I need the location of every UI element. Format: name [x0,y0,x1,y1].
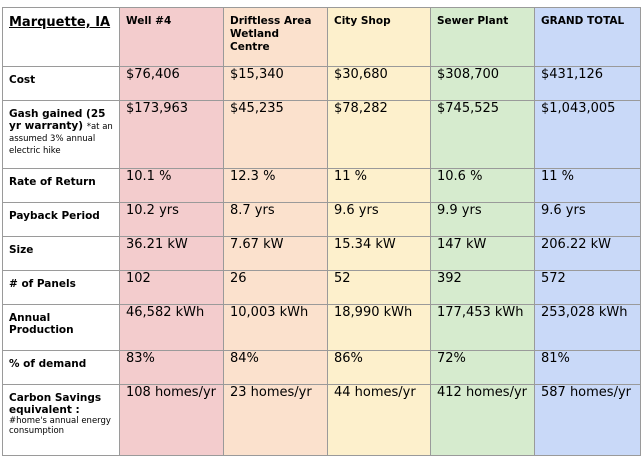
cell-demand-well-4: 83% [119,350,224,385]
row-label-gash-gained: Gash gained (25 yr warranty) *at an assu… [2,100,120,169]
table-row-panels: # of Panels 102 26 52 392 572 [2,270,641,305]
row-label-panels: # of Panels [2,270,120,305]
cell-size-driftless: 7.67 kW [223,236,328,271]
cell-gash-sewer-plant: $745,525 [430,100,535,169]
cell-cost-grand-total: $431,126 [534,66,641,101]
table-row-size: Size 36.21 kW 7.67 kW 15.34 kW 147 kW 20… [2,236,641,271]
row-note-gash-gained: *at an assumed 3% annual electric hike [9,122,113,156]
cell-production-well-4: 46,582 kWh [119,304,224,351]
row-label-carbon-savings-text: Carbon Savings equivalent : [9,392,102,416]
cell-production-city-shop: 18,990 kWh [327,304,431,351]
column-header-grand-total: GRAND TOTAL [534,7,641,67]
table-row-gash-gained: Gash gained (25 yr warranty) *at an assu… [2,100,641,169]
cell-demand-city-shop: 86% [327,350,431,385]
cell-panels-driftless: 26 [223,270,328,305]
cell-cost-well-4: $76,406 [119,66,224,101]
table-row-payback-period: Payback Period 10.2 yrs 8.7 yrs 9.6 yrs … [2,202,641,237]
cell-gash-city-shop: $78,282 [327,100,431,169]
column-header-sewer-plant: Sewer Plant [430,7,535,67]
table-row-rate-of-return: Rate of Return 10.1 % 12.3 % 11 % 10.6 %… [2,168,641,203]
cell-carbon-well-4: 108 homes/yr [119,384,224,456]
column-header-well-4: Well #4 [119,7,224,67]
cell-panels-city-shop: 52 [327,270,431,305]
cell-size-sewer-plant: 147 kW [430,236,535,271]
cell-payback-driftless: 8.7 yrs [223,202,328,237]
cell-size-city-shop: 15.34 kW [327,236,431,271]
cell-gash-grand-total: $1,043,005 [534,100,641,169]
row-note-carbon-savings: #home's annual energy consumption [9,416,111,436]
column-header-driftless-area-wetland-centre: Driftless Area Wetland Centre [223,7,328,67]
row-label-cost: Cost [2,66,120,101]
cell-payback-well-4: 10.2 yrs [119,202,224,237]
cell-production-driftless: 10,003 kWh [223,304,328,351]
cell-production-grand-total: 253,028 kWh [534,304,641,351]
table-row-annual-production: Annual Production 46,582 kWh 10,003 kWh … [2,304,641,351]
cell-cost-city-shop: $30,680 [327,66,431,101]
table-title: Marquette, IA [2,7,120,67]
cell-panels-sewer-plant: 392 [430,270,535,305]
cell-panels-well-4: 102 [119,270,224,305]
cell-production-sewer-plant: 177,453 kWh [430,304,535,351]
cell-size-well-4: 36.21 kW [119,236,224,271]
cell-carbon-grand-total: 587 homes/yr [534,384,641,456]
row-label-payback-period: Payback Period [2,202,120,237]
row-label-rate-of-return: Rate of Return [2,168,120,203]
cell-demand-driftless: 84% [223,350,328,385]
cell-gash-driftless: $45,235 [223,100,328,169]
cell-cost-driftless: $15,340 [223,66,328,101]
table-row-percent-of-demand: % of demand 83% 84% 86% 72% 81% [2,350,641,385]
cell-carbon-driftless: 23 homes/yr [223,384,328,456]
cell-payback-sewer-plant: 9.9 yrs [430,202,535,237]
cell-gash-well-4: $173,963 [119,100,224,169]
row-label-annual-production: Annual Production [2,304,120,351]
table-row-carbon-savings: Carbon Savings equivalent : #home's annua… [2,384,641,456]
cell-carbon-sewer-plant: 412 homes/yr [430,384,535,456]
row-label-gash-gained-text: Gash gained (25 yr warranty) [9,108,106,132]
cell-payback-grand-total: 9.6 yrs [534,202,641,237]
cell-ror-city-shop: 11 % [327,168,431,203]
row-label-percent-of-demand: % of demand [2,350,120,385]
cell-payback-city-shop: 9.6 yrs [327,202,431,237]
column-header-city-shop: City Shop [327,7,431,67]
header-row: Marquette, IA Well #4 Driftless Area Wet… [2,7,641,67]
row-label-size: Size [2,236,120,271]
cell-carbon-city-shop: 44 homes/yr [327,384,431,456]
cell-ror-grand-total: 11 % [534,168,641,203]
cell-demand-sewer-plant: 72% [430,350,535,385]
cell-size-grand-total: 206.22 kW [534,236,641,271]
solar-summary-table: Marquette, IA Well #4 Driftless Area Wet… [2,7,641,456]
cell-ror-well-4: 10.1 % [119,168,224,203]
table-row-cost: Cost $76,406 $15,340 $30,680 $308,700 $4… [2,66,641,101]
cell-cost-sewer-plant: $308,700 [430,66,535,101]
cell-ror-driftless: 12.3 % [223,168,328,203]
cell-ror-sewer-plant: 10.6 % [430,168,535,203]
cell-demand-grand-total: 81% [534,350,641,385]
cell-panels-grand-total: 572 [534,270,641,305]
row-label-carbon-savings: Carbon Savings equivalent : #home's annua… [2,384,120,456]
